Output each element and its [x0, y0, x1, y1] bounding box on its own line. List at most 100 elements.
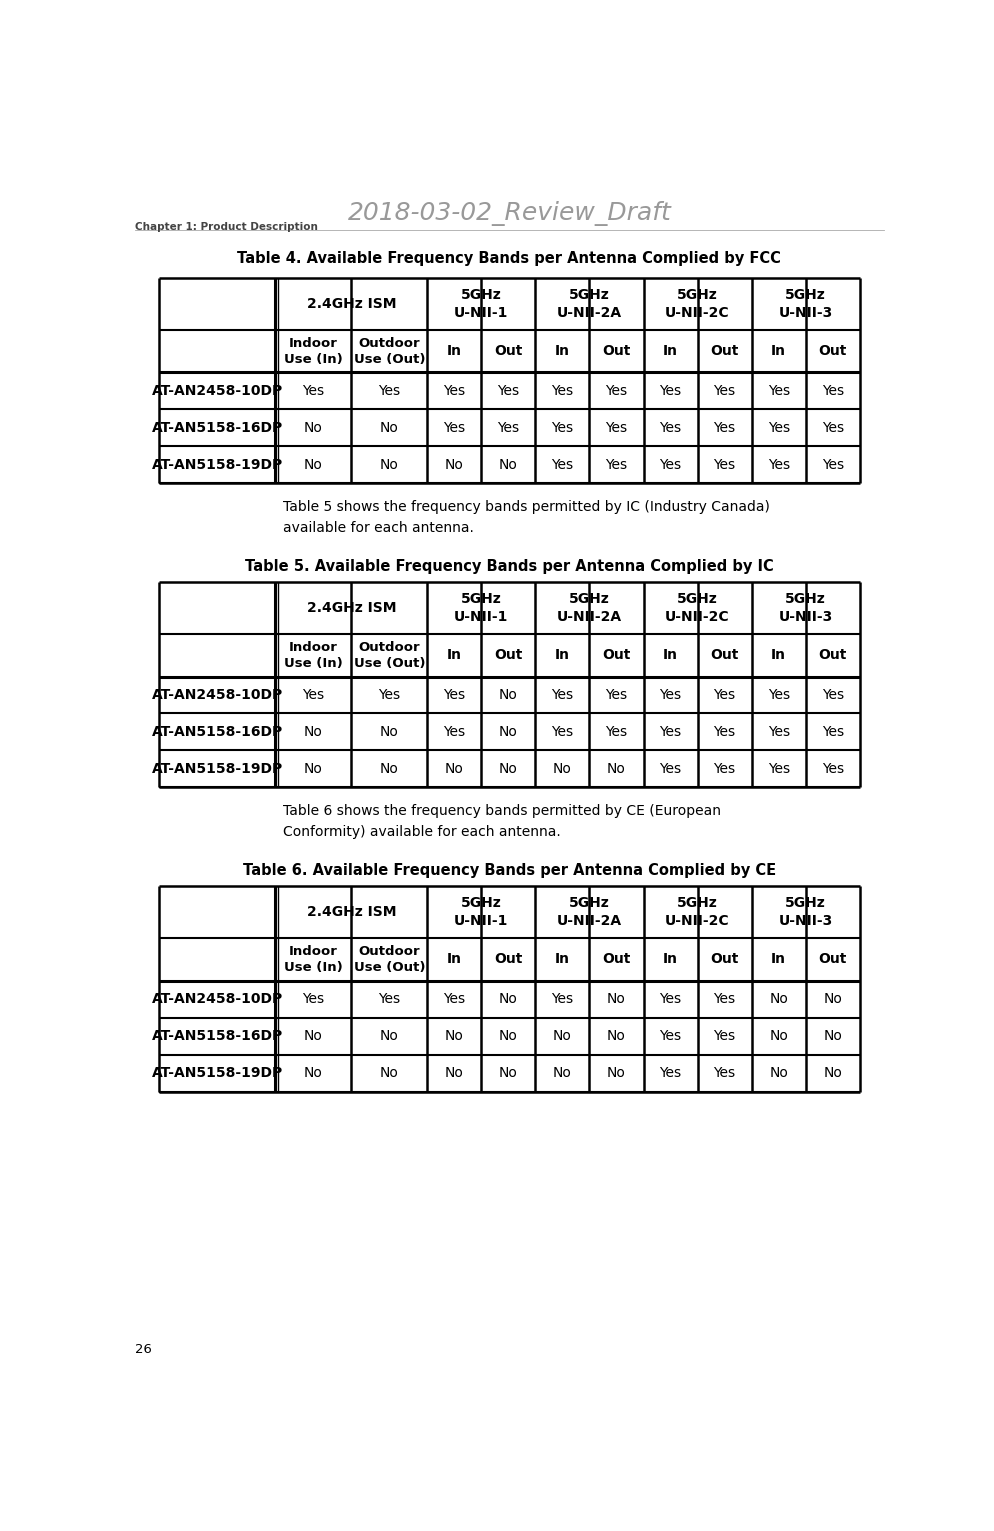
Text: Indoor
Use (In): Indoor Use (In): [284, 337, 343, 366]
Text: No: No: [304, 458, 323, 472]
Text: Yes: Yes: [302, 687, 324, 703]
Text: No: No: [769, 1066, 788, 1079]
Text: Yes: Yes: [822, 687, 844, 703]
Text: Yes: Yes: [605, 458, 627, 472]
Text: In: In: [771, 344, 786, 358]
Text: Table 5 shows the frequency bands permitted by IC (Industry Canada)
available fo: Table 5 shows the frequency bands permit…: [283, 501, 770, 534]
Text: Out: Out: [602, 344, 630, 358]
Text: In: In: [663, 648, 678, 663]
Text: Yes: Yes: [659, 762, 682, 776]
Text: 5GHz
U-NII-3: 5GHz U-NII-3: [778, 896, 833, 928]
Text: In: In: [447, 648, 462, 663]
Text: Yes: Yes: [714, 421, 736, 435]
Text: 5GHz
U-NII-1: 5GHz U-NII-1: [454, 288, 509, 320]
Text: No: No: [380, 726, 399, 739]
Text: Table 6. Available Frequency Bands per Antenna Complied by CE: Table 6. Available Frequency Bands per A…: [243, 863, 776, 877]
Text: Yes: Yes: [443, 687, 465, 703]
Text: 5GHz
U-NII-2A: 5GHz U-NII-2A: [557, 592, 622, 625]
Text: No: No: [499, 1029, 518, 1043]
Text: Yes: Yes: [822, 762, 844, 776]
Text: Yes: Yes: [497, 421, 520, 435]
Text: 5GHz
U-NII-2C: 5GHz U-NII-2C: [665, 592, 730, 625]
Text: Yes: Yes: [552, 458, 574, 472]
Text: Yes: Yes: [659, 384, 682, 398]
Text: In: In: [555, 648, 570, 663]
Text: Yes: Yes: [714, 458, 736, 472]
Text: Yes: Yes: [605, 384, 627, 398]
Text: Yes: Yes: [767, 726, 789, 739]
Text: No: No: [499, 762, 518, 776]
Text: Out: Out: [711, 952, 739, 966]
Text: Yes: Yes: [822, 384, 844, 398]
Text: Chapter 1: Product Description: Chapter 1: Product Description: [135, 222, 318, 233]
Text: Yes: Yes: [552, 726, 574, 739]
Text: Out: Out: [494, 344, 523, 358]
Text: No: No: [607, 1029, 626, 1043]
Text: Yes: Yes: [659, 1029, 682, 1043]
Text: Yes: Yes: [767, 458, 789, 472]
Text: No: No: [304, 421, 323, 435]
Text: Out: Out: [711, 344, 739, 358]
Text: No: No: [607, 762, 626, 776]
Text: In: In: [771, 648, 786, 663]
Text: Out: Out: [818, 952, 847, 966]
Text: No: No: [769, 1029, 788, 1043]
Text: Yes: Yes: [659, 726, 682, 739]
Text: Yes: Yes: [714, 1029, 736, 1043]
Text: Yes: Yes: [714, 384, 736, 398]
Text: AT-AN5158-19DP: AT-AN5158-19DP: [152, 458, 283, 472]
Text: In: In: [447, 344, 462, 358]
Text: Yes: Yes: [443, 992, 465, 1006]
Text: No: No: [304, 1066, 323, 1079]
Text: No: No: [304, 762, 323, 776]
Text: Out: Out: [818, 648, 847, 663]
Text: Indoor
Use (In): Indoor Use (In): [284, 945, 343, 974]
Text: No: No: [769, 992, 788, 1006]
Text: AT-AN2458-10DP: AT-AN2458-10DP: [152, 992, 283, 1006]
Text: AT-AN2458-10DP: AT-AN2458-10DP: [152, 687, 283, 703]
Text: Yes: Yes: [767, 687, 789, 703]
Text: Yes: Yes: [605, 421, 627, 435]
Text: 2.4GHz ISM: 2.4GHz ISM: [306, 297, 396, 311]
Text: In: In: [555, 952, 570, 966]
Text: Yes: Yes: [379, 384, 401, 398]
Text: 2018-03-02_Review_Draft: 2018-03-02_Review_Draft: [348, 201, 671, 225]
Text: Yes: Yes: [822, 458, 844, 472]
Text: Yes: Yes: [659, 421, 682, 435]
Text: Yes: Yes: [497, 384, 520, 398]
Text: No: No: [553, 1029, 572, 1043]
Text: 26: 26: [135, 1343, 152, 1355]
Text: Yes: Yes: [714, 687, 736, 703]
Text: Out: Out: [494, 952, 523, 966]
Text: 2.4GHz ISM: 2.4GHz ISM: [306, 602, 396, 615]
Text: AT-AN5158-16DP: AT-AN5158-16DP: [152, 1029, 283, 1043]
Text: Yes: Yes: [443, 384, 465, 398]
Text: Yes: Yes: [443, 421, 465, 435]
Text: No: No: [380, 1029, 399, 1043]
Text: Yes: Yes: [379, 687, 401, 703]
Text: No: No: [380, 458, 399, 472]
Text: Yes: Yes: [605, 687, 627, 703]
Text: AT-AN2458-10DP: AT-AN2458-10DP: [152, 384, 283, 398]
Text: In: In: [771, 952, 786, 966]
Text: No: No: [445, 762, 464, 776]
Text: 5GHz
U-NII-2C: 5GHz U-NII-2C: [665, 896, 730, 928]
Text: No: No: [304, 1029, 323, 1043]
Text: No: No: [499, 726, 518, 739]
Text: 5GHz
U-NII-3: 5GHz U-NII-3: [778, 592, 833, 625]
Text: Yes: Yes: [552, 384, 574, 398]
Text: Outdoor
Use (Out): Outdoor Use (Out): [354, 337, 425, 366]
Text: Yes: Yes: [714, 762, 736, 776]
Text: No: No: [445, 1066, 464, 1079]
Text: 5GHz
U-NII-1: 5GHz U-NII-1: [454, 896, 509, 928]
Text: Table 4. Available Frequency Bands per Antenna Complied by FCC: Table 4. Available Frequency Bands per A…: [238, 251, 781, 266]
Text: Indoor
Use (In): Indoor Use (In): [284, 641, 343, 671]
Text: 5GHz
U-NII-1: 5GHz U-NII-1: [454, 592, 509, 625]
Text: 2.4GHz ISM: 2.4GHz ISM: [306, 905, 396, 919]
Text: Yes: Yes: [714, 1066, 736, 1079]
Text: Yes: Yes: [443, 726, 465, 739]
Text: Yes: Yes: [605, 726, 627, 739]
Text: 5GHz
U-NII-2A: 5GHz U-NII-2A: [557, 288, 622, 320]
Text: No: No: [823, 1066, 842, 1079]
Text: No: No: [499, 458, 518, 472]
